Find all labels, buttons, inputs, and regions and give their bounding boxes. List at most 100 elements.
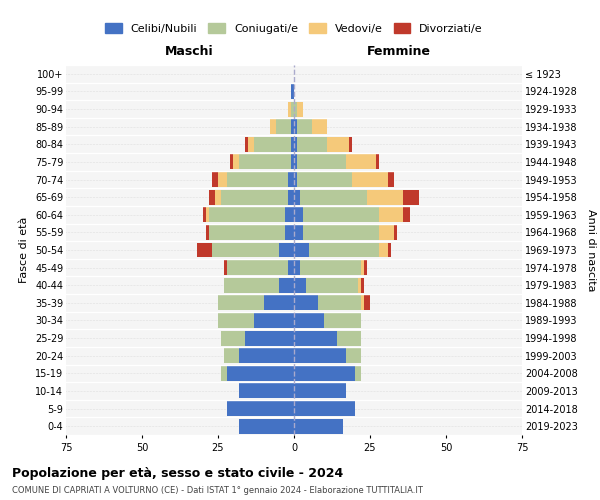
Bar — [349, 137, 352, 152]
Bar — [325, 313, 361, 328]
Bar — [364, 296, 370, 310]
Bar — [291, 137, 294, 152]
Bar — [291, 102, 294, 116]
Bar — [212, 242, 279, 258]
Bar — [294, 401, 355, 416]
Bar — [230, 154, 233, 170]
Y-axis label: Fasce di età: Fasce di età — [19, 217, 29, 283]
Bar — [403, 208, 410, 222]
Bar — [312, 119, 328, 134]
Bar — [306, 278, 358, 292]
Bar — [239, 384, 294, 398]
Bar — [224, 260, 227, 275]
Bar — [245, 330, 294, 345]
Bar — [227, 172, 288, 187]
Bar — [294, 348, 346, 363]
Bar — [394, 225, 397, 240]
Bar — [224, 348, 239, 363]
Bar — [294, 119, 297, 134]
Bar — [224, 278, 279, 292]
Bar — [358, 278, 361, 292]
Bar — [206, 208, 209, 222]
Bar — [319, 296, 361, 310]
Bar — [288, 260, 294, 275]
Bar — [294, 137, 297, 152]
Bar — [263, 296, 294, 310]
Bar — [297, 154, 346, 170]
Bar — [291, 84, 294, 99]
Text: COMUNE DI CAPRIATI A VOLTURNO (CE) - Dati ISTAT 1° gennaio 2024 - Elaborazione T: COMUNE DI CAPRIATI A VOLTURNO (CE) - Dat… — [12, 486, 423, 495]
Bar — [239, 348, 294, 363]
Bar — [376, 154, 379, 170]
Bar — [279, 242, 294, 258]
Bar — [209, 225, 285, 240]
Bar — [294, 313, 325, 328]
Bar — [221, 330, 245, 345]
Bar — [379, 242, 388, 258]
Bar — [288, 102, 291, 116]
Bar — [276, 119, 291, 134]
Bar — [303, 225, 379, 240]
Bar — [221, 366, 227, 381]
Bar — [294, 154, 297, 170]
Bar — [291, 154, 294, 170]
Bar — [285, 208, 294, 222]
Bar — [300, 190, 367, 204]
Bar — [361, 260, 364, 275]
Bar — [361, 296, 364, 310]
Bar — [221, 190, 288, 204]
Bar — [300, 260, 361, 275]
Bar — [309, 242, 379, 258]
Bar — [379, 225, 394, 240]
Bar — [245, 137, 248, 152]
Bar — [218, 313, 254, 328]
Legend: Celibi/Nubili, Coniugati/e, Vedovi/e, Divorziati/e: Celibi/Nubili, Coniugati/e, Vedovi/e, Di… — [101, 19, 487, 38]
Bar — [294, 102, 297, 116]
Bar — [294, 418, 343, 434]
Bar — [388, 172, 394, 187]
Bar — [294, 242, 309, 258]
Bar — [294, 384, 346, 398]
Bar — [294, 260, 300, 275]
Bar — [297, 172, 352, 187]
Bar — [218, 172, 227, 187]
Bar — [303, 208, 379, 222]
Bar — [328, 137, 349, 152]
Bar — [227, 366, 294, 381]
Bar — [215, 190, 221, 204]
Bar — [254, 137, 291, 152]
Bar — [346, 154, 376, 170]
Bar — [285, 225, 294, 240]
Bar — [212, 172, 218, 187]
Bar — [288, 172, 294, 187]
Bar — [352, 172, 388, 187]
Bar — [239, 154, 291, 170]
Bar — [206, 225, 209, 240]
Bar — [209, 190, 215, 204]
Bar — [379, 208, 403, 222]
Bar — [227, 401, 294, 416]
Bar — [367, 190, 403, 204]
Bar — [294, 172, 297, 187]
Bar — [209, 208, 285, 222]
Bar — [388, 242, 391, 258]
Bar — [218, 296, 263, 310]
Bar — [364, 260, 367, 275]
Bar — [279, 278, 294, 292]
Bar — [403, 190, 419, 204]
Bar — [227, 260, 288, 275]
Text: Popolazione per età, sesso e stato civile - 2024: Popolazione per età, sesso e stato civil… — [12, 468, 343, 480]
Bar — [197, 242, 212, 258]
Bar — [346, 348, 361, 363]
Text: Femmine: Femmine — [367, 44, 431, 58]
Bar — [297, 137, 328, 152]
Bar — [269, 119, 276, 134]
Bar — [294, 225, 303, 240]
Bar — [294, 366, 355, 381]
Bar — [294, 190, 300, 204]
Bar — [294, 330, 337, 345]
Bar — [361, 278, 364, 292]
Bar — [254, 313, 294, 328]
Bar — [291, 119, 294, 134]
Bar — [294, 208, 303, 222]
